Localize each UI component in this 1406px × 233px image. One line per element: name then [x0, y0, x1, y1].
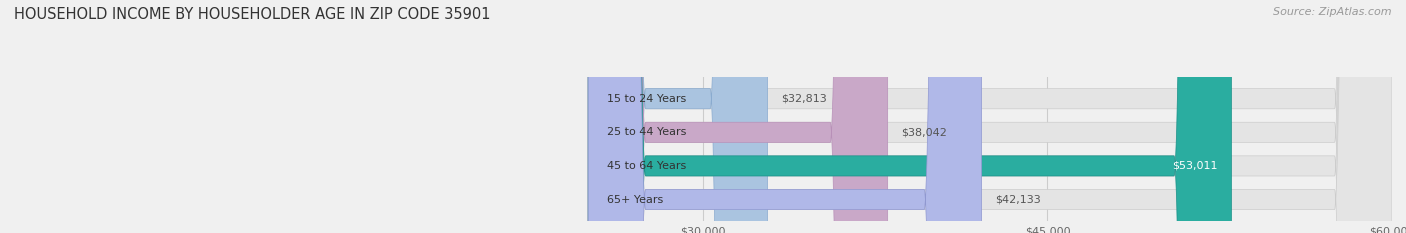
- Text: $38,042: $38,042: [901, 127, 948, 137]
- Text: 45 to 64 Years: 45 to 64 Years: [606, 161, 686, 171]
- FancyBboxPatch shape: [588, 0, 768, 233]
- FancyBboxPatch shape: [588, 0, 1392, 233]
- Text: Source: ZipAtlas.com: Source: ZipAtlas.com: [1274, 7, 1392, 17]
- FancyBboxPatch shape: [588, 0, 1392, 233]
- Text: $53,011: $53,011: [1173, 161, 1218, 171]
- FancyBboxPatch shape: [588, 0, 981, 233]
- FancyBboxPatch shape: [588, 0, 1392, 233]
- Text: $32,813: $32,813: [782, 94, 827, 104]
- Text: HOUSEHOLD INCOME BY HOUSEHOLDER AGE IN ZIP CODE 35901: HOUSEHOLD INCOME BY HOUSEHOLDER AGE IN Z…: [14, 7, 491, 22]
- Text: 25 to 44 Years: 25 to 44 Years: [606, 127, 686, 137]
- FancyBboxPatch shape: [588, 0, 887, 233]
- Text: 15 to 24 Years: 15 to 24 Years: [606, 94, 686, 104]
- Text: $42,133: $42,133: [995, 195, 1042, 205]
- FancyBboxPatch shape: [588, 0, 1392, 233]
- FancyBboxPatch shape: [588, 0, 1232, 233]
- Text: 65+ Years: 65+ Years: [606, 195, 662, 205]
